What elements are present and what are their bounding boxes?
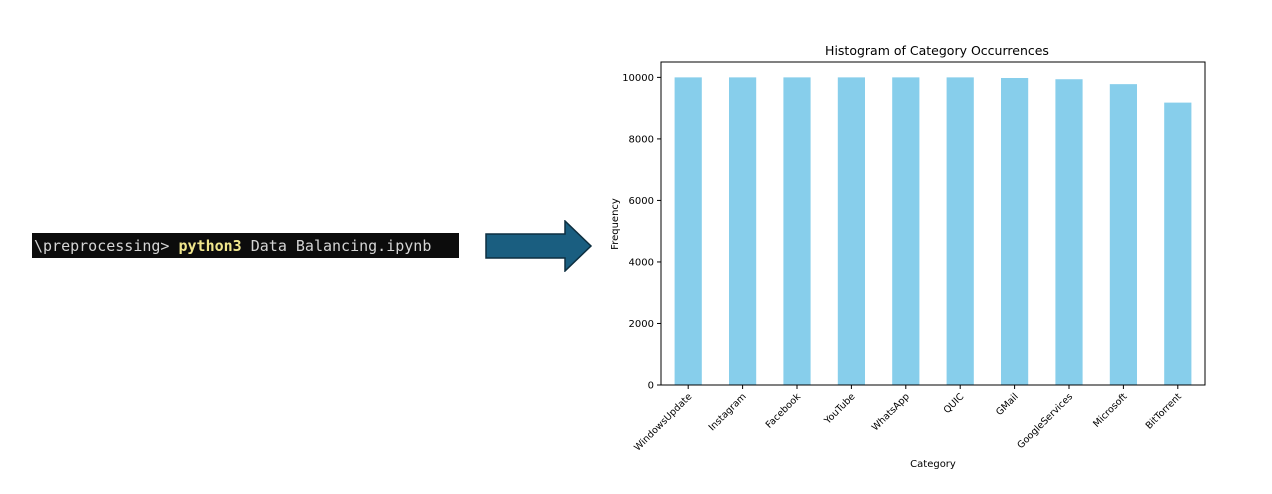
y-tick-label: 4000 bbox=[629, 257, 654, 268]
bar-instagram bbox=[729, 77, 757, 385]
x-tick-label: WindowsUpdate bbox=[632, 391, 694, 453]
x-tick-label: BitTorrent bbox=[1144, 391, 1184, 431]
y-axis: 0 2000 4000 6000 8000 10000 bbox=[622, 73, 661, 392]
x-tick-label: Microsoft bbox=[1091, 391, 1130, 430]
bar-gmail bbox=[1001, 77, 1029, 385]
y-axis-label: Frequency bbox=[610, 198, 621, 250]
terminal-command: python3 bbox=[178, 236, 242, 255]
x-tick-label: QUIC bbox=[942, 391, 967, 416]
bar-whatsapp bbox=[892, 77, 920, 385]
terminal-prompt: \preprocessing> bbox=[34, 236, 179, 255]
right-arrow-icon bbox=[485, 220, 593, 272]
bar-bittorrent bbox=[1164, 102, 1192, 385]
y-tick-label: 2000 bbox=[629, 319, 654, 330]
bars-layer bbox=[674, 77, 1192, 386]
bar-youtube bbox=[837, 77, 865, 385]
x-tick-label: Facebook bbox=[764, 391, 804, 431]
bar-windowsupdate bbox=[674, 77, 702, 385]
terminal-args: Data Balancing.ipynb bbox=[241, 236, 432, 255]
plot-frame bbox=[660, 61, 1206, 386]
y-tick-label: 6000 bbox=[629, 196, 654, 207]
x-axis: WindowsUpdate Instagram Facebook YouTube Wha… bbox=[632, 385, 1184, 453]
x-tick-label: GMail bbox=[994, 391, 1021, 418]
y-tick-label: 8000 bbox=[629, 134, 654, 145]
y-tick-label: 0 bbox=[648, 381, 654, 392]
x-tick-label: Instagram bbox=[707, 391, 749, 433]
x-tick-label: WhatsApp bbox=[870, 391, 912, 433]
histogram-chart: Histogram of Category Occurrences 0 2000 4… bbox=[610, 43, 1206, 470]
x-tick-label: GoogleServices bbox=[1015, 391, 1075, 451]
bar-microsoft bbox=[1109, 84, 1137, 386]
bar-googleservices bbox=[1055, 79, 1083, 385]
terminal-line: \preprocessing> python3 Data Balancing.i… bbox=[32, 233, 459, 258]
x-tick-label: YouTube bbox=[822, 391, 858, 427]
bar-quic bbox=[946, 77, 974, 385]
bar-facebook bbox=[783, 77, 811, 385]
x-axis-label: Category bbox=[910, 459, 956, 470]
y-tick-label: 10000 bbox=[622, 73, 654, 84]
chart-title: Histogram of Category Occurrences bbox=[825, 43, 1049, 58]
